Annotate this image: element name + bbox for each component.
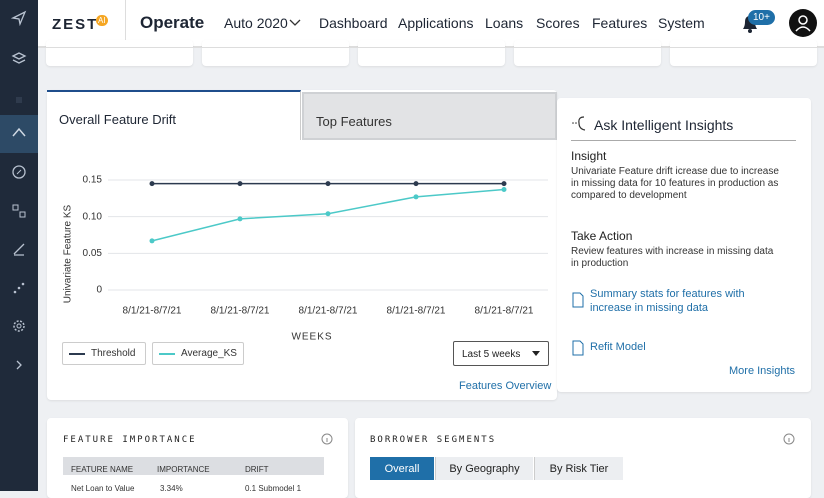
nav-icon[interactable] bbox=[11, 280, 27, 296]
data-point bbox=[501, 181, 507, 187]
column-header: DRIFT bbox=[245, 465, 269, 474]
nav-icon[interactable] bbox=[11, 10, 27, 26]
summary-card bbox=[202, 40, 349, 66]
divider bbox=[125, 0, 126, 47]
doc-icon bbox=[572, 340, 584, 356]
summary-card bbox=[46, 40, 193, 66]
drift-card bbox=[47, 90, 557, 400]
range-select[interactable]: Last 5 weeks bbox=[453, 341, 549, 366]
data-point bbox=[501, 187, 507, 193]
more-insights-link[interactable]: More Insights bbox=[729, 365, 796, 377]
insights-title: Ask Intelligent Insights bbox=[594, 117, 734, 133]
data-point bbox=[413, 181, 419, 187]
nav-icon[interactable] bbox=[11, 318, 27, 334]
insight-heading: Insight bbox=[571, 149, 607, 163]
app-title: Operate bbox=[140, 13, 205, 32]
tab[interactable]: Top Features bbox=[302, 92, 557, 140]
nav-icon[interactable] bbox=[11, 203, 27, 219]
divider bbox=[38, 47, 824, 48]
x-tick-label: 8/1/21-8/7/21 bbox=[123, 306, 182, 317]
logo: ZEST bbox=[52, 16, 99, 33]
data-point bbox=[237, 181, 243, 187]
nav-item[interactable]: Applications bbox=[398, 15, 474, 31]
legend-swatch bbox=[69, 353, 85, 355]
info-icon[interactable] bbox=[783, 433, 795, 445]
data-point bbox=[325, 181, 331, 187]
segment-tab[interactable]: By Geography bbox=[435, 457, 533, 480]
legend-item[interactable] bbox=[62, 342, 146, 365]
nav-active[interactable] bbox=[0, 115, 38, 153]
logo-badge: AI bbox=[96, 15, 108, 26]
legend-label: Average_KS bbox=[181, 348, 237, 359]
segment-tab[interactable]: Overall bbox=[370, 457, 434, 480]
model-selector[interactable]: Auto 2020 bbox=[224, 15, 288, 31]
table-cell: 3.34% bbox=[160, 484, 183, 493]
refit-model-link[interactable]: Refit Model bbox=[590, 341, 646, 353]
data-point bbox=[149, 238, 155, 244]
summary-stats-link[interactable]: Summary stats for features with increase… bbox=[590, 288, 745, 314]
summary-card bbox=[670, 40, 817, 66]
card-title: FEATURE IMPORTANCE bbox=[63, 435, 197, 445]
nav-icon[interactable] bbox=[11, 164, 27, 180]
insight-text: Univariate Feature drift icrease due to … bbox=[571, 166, 779, 201]
notification-badge: 10+ bbox=[748, 10, 775, 25]
x-tick-label: 8/1/21-8/7/21 bbox=[387, 306, 446, 317]
legend-item[interactable] bbox=[152, 342, 244, 365]
sidebar bbox=[0, 0, 38, 491]
data-point bbox=[325, 211, 331, 217]
info-icon[interactable] bbox=[321, 433, 333, 445]
nav-item[interactable]: Scores bbox=[536, 15, 580, 31]
data-point bbox=[237, 216, 243, 222]
data-point bbox=[413, 194, 419, 200]
nav-item[interactable]: Loans bbox=[485, 15, 524, 31]
summary-card bbox=[358, 40, 505, 66]
insights-card bbox=[557, 98, 811, 392]
nav-item[interactable]: Features bbox=[592, 15, 648, 31]
nav-icon[interactable] bbox=[11, 50, 27, 66]
doc-icon bbox=[572, 292, 584, 308]
legend-swatch bbox=[159, 353, 175, 355]
insights-icon bbox=[572, 116, 586, 131]
chevron bbox=[289, 19, 301, 26]
summary-card bbox=[514, 40, 661, 66]
column-header: IMPORTANCE bbox=[157, 465, 210, 474]
x-tick-label: 8/1/21-8/7/21 bbox=[211, 306, 270, 317]
nav-icon[interactable] bbox=[11, 241, 27, 257]
y-tick-label: 0.05 bbox=[83, 248, 103, 259]
action-text: Review features with increase in missing… bbox=[571, 246, 774, 269]
y-tick-label: 0.10 bbox=[83, 211, 103, 222]
x-axis-label: WEEKS bbox=[291, 332, 332, 343]
x-tick-label: 8/1/21-8/7/21 bbox=[299, 306, 358, 317]
nav-icon[interactable] bbox=[11, 125, 27, 141]
divider bbox=[571, 140, 796, 141]
top-bar bbox=[38, 0, 824, 47]
avatar[interactable] bbox=[789, 9, 817, 37]
nav-icon[interactable] bbox=[11, 357, 27, 373]
card-title: BORROWER SEGMENTS bbox=[370, 435, 497, 445]
table-cell: Net Loan to Value bbox=[71, 484, 135, 493]
segment-tab[interactable]: By Risk Tier bbox=[534, 457, 623, 480]
y-tick-label: 0 bbox=[96, 285, 102, 296]
tab-active[interactable]: Overall Feature Drift bbox=[47, 90, 301, 140]
nav-icon[interactable] bbox=[11, 92, 27, 108]
table-header bbox=[63, 457, 324, 475]
data-point bbox=[149, 181, 155, 187]
y-tick-label: 0.15 bbox=[83, 175, 103, 186]
legend-label: Threshold bbox=[91, 348, 136, 359]
table-cell: 0.1 Submodel 1 bbox=[245, 484, 302, 493]
y-axis-label: Univariate Feature KS bbox=[63, 204, 74, 303]
nav-item[interactable]: System bbox=[658, 15, 705, 31]
x-tick-label: 8/1/21-8/7/21 bbox=[475, 306, 534, 317]
features-overview-link[interactable]: Features Overview bbox=[459, 380, 552, 392]
nav-item[interactable]: Dashboard bbox=[319, 15, 388, 31]
column-header: FEATURE NAME bbox=[71, 465, 134, 474]
select-arrow bbox=[532, 351, 540, 356]
action-heading: Take Action bbox=[571, 229, 633, 243]
